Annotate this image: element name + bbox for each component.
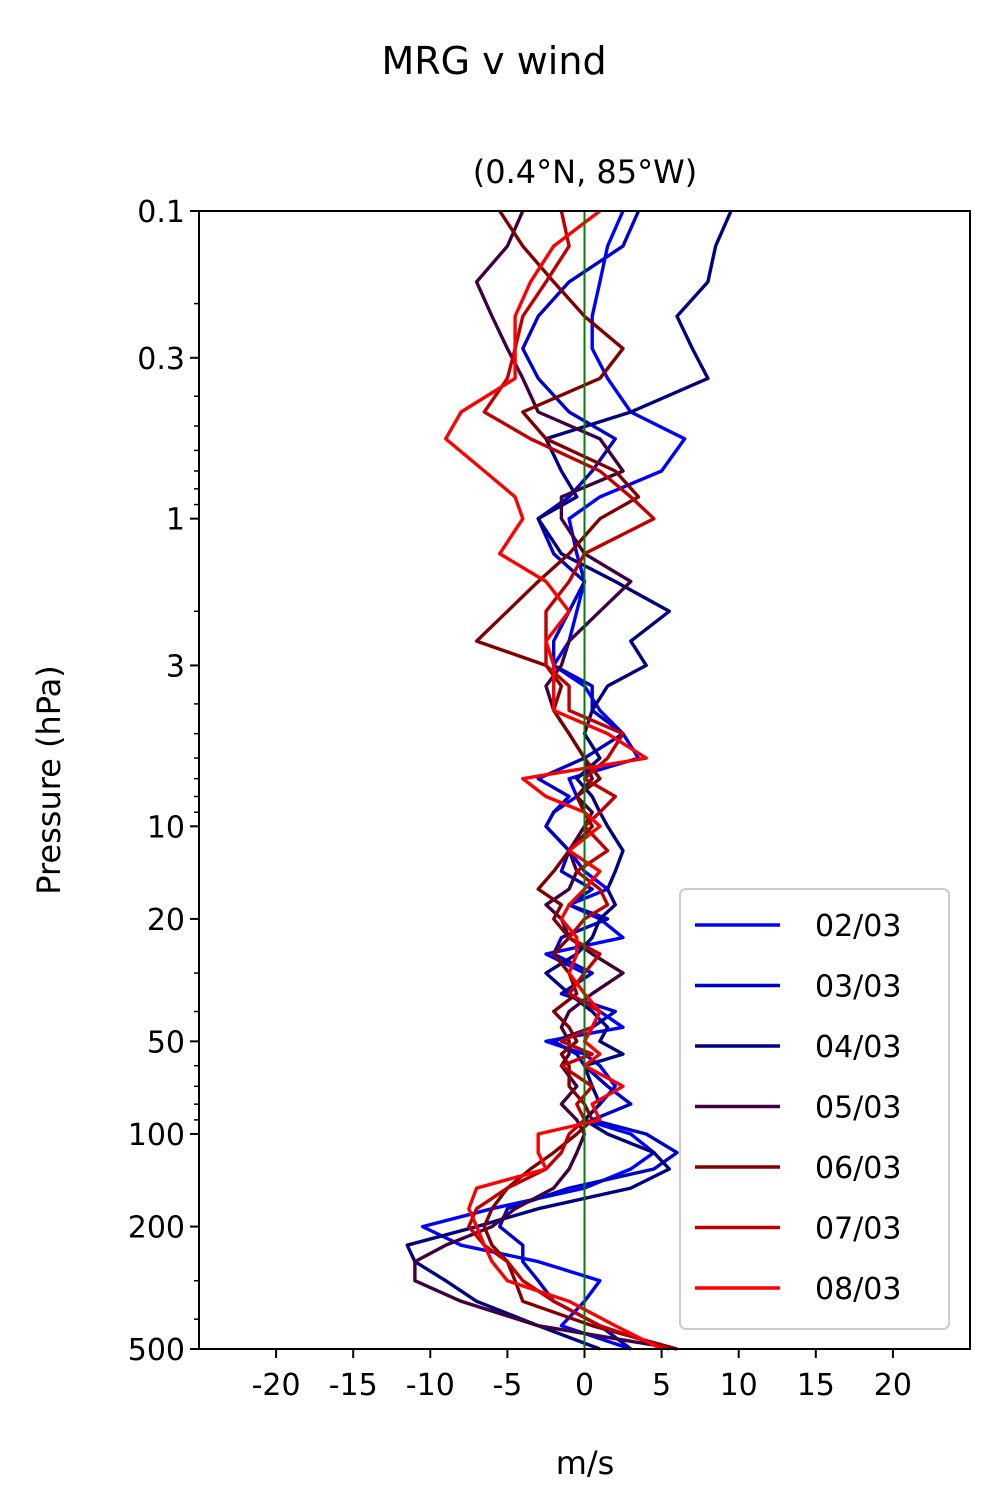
series-line-7 xyxy=(444,209,663,1351)
y-tick-label: 200 xyxy=(128,1211,185,1246)
y-tick-label: 0.3 xyxy=(137,342,185,377)
x-tick-label: 15 xyxy=(797,1368,835,1403)
legend-label-3: 04/03 xyxy=(815,1030,901,1065)
legend-label-7: 08/03 xyxy=(815,1272,901,1307)
x-tick-label: -10 xyxy=(406,1368,455,1403)
y-tick-label: 0.1 xyxy=(137,195,185,230)
y-tick-label: 500 xyxy=(128,1333,185,1368)
x-tick-label: 0 xyxy=(575,1368,594,1403)
series-line-3 xyxy=(405,210,733,1351)
chart-title: (0.4°N, 85°W) xyxy=(473,153,698,191)
chart-suptitle: MRG v wind xyxy=(381,39,606,83)
y-axis-label: Pressure (hPa) xyxy=(30,665,68,895)
x-tick-label: -20 xyxy=(252,1368,301,1403)
y-tick-label: 3 xyxy=(166,649,185,684)
legend-box xyxy=(679,888,950,1330)
y-tick-label: 1 xyxy=(166,503,185,538)
legend-label-2: 03/03 xyxy=(815,970,901,1005)
x-tick-label: -5 xyxy=(492,1368,522,1403)
x-tick-label: -15 xyxy=(329,1368,378,1403)
series-line-6 xyxy=(467,210,670,1351)
legend-label-4: 05/03 xyxy=(815,1091,901,1126)
series-line-4 xyxy=(413,210,678,1351)
y-tick-label: 10 xyxy=(147,810,185,845)
series-line-2 xyxy=(498,210,679,1351)
x-tick-label: 10 xyxy=(720,1368,758,1403)
x-tick-label: 5 xyxy=(652,1368,671,1403)
y-tick-label: 50 xyxy=(147,1025,185,1060)
plot-layer xyxy=(405,209,733,1351)
x-axis-label: m/s xyxy=(556,1444,615,1482)
x-tick-label: 20 xyxy=(874,1368,912,1403)
series-line-1 xyxy=(420,210,687,1351)
y-tick-label: 100 xyxy=(128,1118,185,1153)
legend-label-5: 06/03 xyxy=(815,1151,901,1186)
legend-label-6: 07/03 xyxy=(815,1212,901,1247)
legend: 02/03 03/03 04/03 05/03 06/03 07/03 08/03 xyxy=(679,888,950,1330)
y-tick-label: 20 xyxy=(147,903,185,938)
legend-label-1: 02/03 xyxy=(815,909,901,944)
axes-layer: -20 -15 -10 -5 0 5 10 15 20 0.1 0.3 1 3 10 20 50 100 200 5… xyxy=(128,195,912,1403)
